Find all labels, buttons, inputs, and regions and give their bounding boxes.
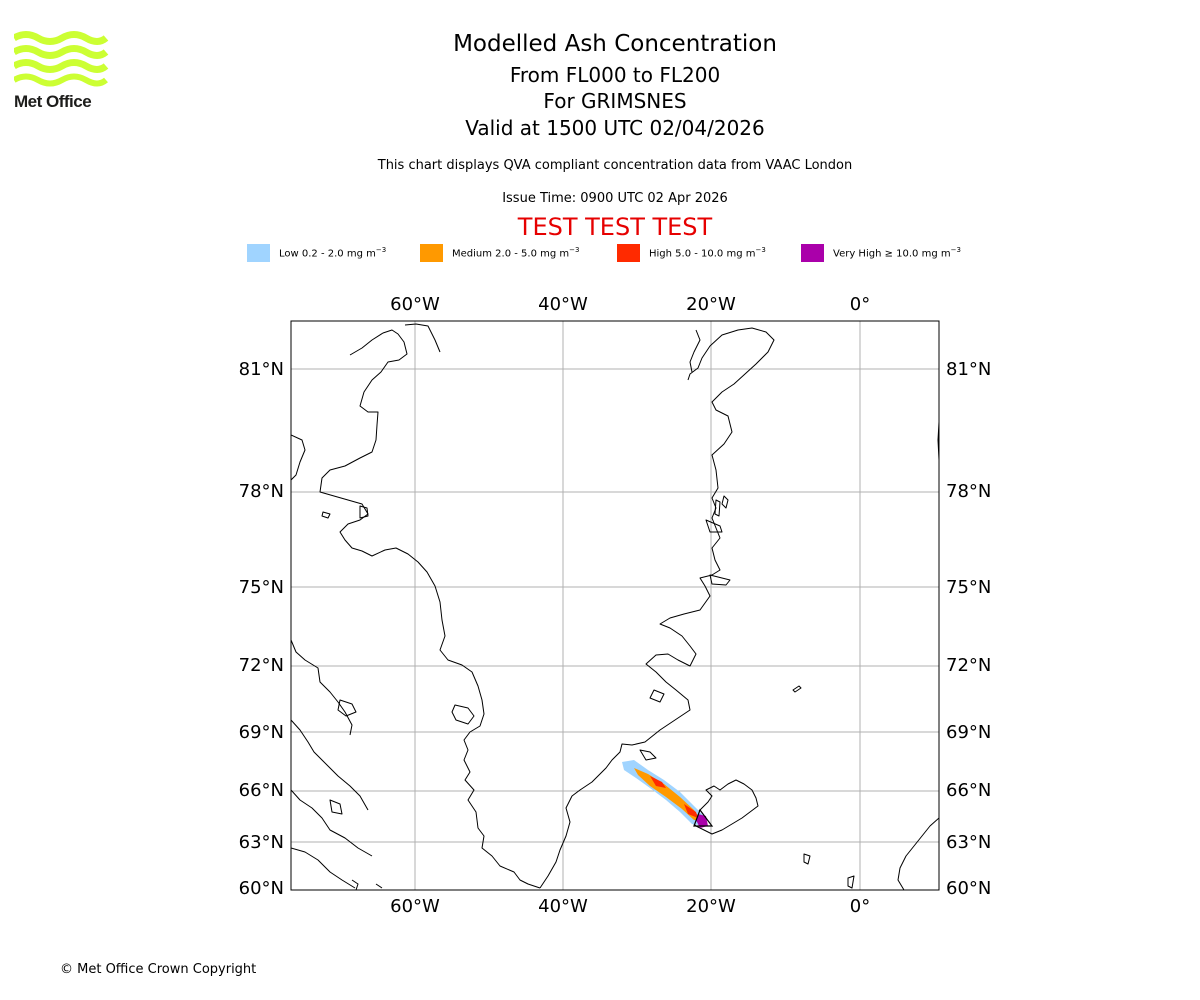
plume-medium: [634, 768, 701, 820]
lon-label-top-40w: 40°W: [538, 294, 588, 315]
lat-label-left-66n: 66°N: [239, 780, 284, 801]
greenland-island-2: [359, 505, 369, 519]
chart-subtitle: This chart displays QVA compliant concen…: [377, 158, 853, 173]
lat-label-left-69n: 69°N: [239, 722, 284, 743]
logo-text: Met Office: [14, 92, 92, 111]
jan-mayen-coast: [792, 685, 802, 693]
issue-time: Issue Time: 0900 UTC 02 Apr 2026: [502, 191, 728, 206]
lat-label-right-63n: 63°N: [946, 832, 991, 853]
legend-item-very-high: Very High ≥ 10.0 mg m−3: [801, 244, 961, 262]
graticule: [291, 321, 939, 890]
legend-label-very-high: Very High ≥ 10.0 mg m−3: [833, 246, 961, 260]
greenland-island-5: [721, 495, 729, 509]
lon-label-bottom-0: 0°: [850, 896, 870, 917]
lon-label-bottom-20w: 20°W: [686, 896, 736, 917]
lon-label-top-0: 0°: [850, 294, 870, 315]
met-office-logo: Met Office: [12, 30, 109, 112]
lat-label-left-63n: 63°N: [239, 832, 284, 853]
legend-swatch-medium: [420, 244, 443, 262]
greenland-island-8: [639, 749, 657, 761]
lat-label-right-72n: 72°N: [946, 655, 991, 676]
canada-island-3: [351, 879, 359, 890]
volcano-name: For GRIMSNES: [543, 89, 687, 113]
lon-label-bottom-40w: 40°W: [538, 896, 588, 917]
faroe-islands-coast: [803, 853, 811, 865]
lat-label-right-60n: 60°N: [946, 878, 991, 899]
greenland-nw-inlet: [404, 323, 441, 353]
canada-coast-5: [291, 847, 356, 889]
canada-coast-3: [291, 719, 369, 811]
plume-high-2: [684, 804, 698, 818]
coastlines: [291, 323, 939, 890]
lat-label-right-81n: 81°N: [946, 359, 991, 380]
valid-time: Valid at 1500 UTC 02/04/2026: [465, 116, 765, 140]
lat-label-right-69n: 69°N: [946, 722, 991, 743]
greenland-island-4: [714, 499, 721, 517]
legend-item-medium: Medium 2.0 - 5.0 mg m−3: [420, 244, 579, 262]
lon-label-top-20w: 20°W: [686, 294, 736, 315]
lat-label-left-72n: 72°N: [239, 655, 284, 676]
legend-item-high: High 5.0 - 10.0 mg m−3: [617, 244, 766, 262]
axis-labels: 60°W 40°W 20°W 0° 60°W 40°W 20°W 0° 81°N…: [239, 294, 992, 917]
norway-coast: [897, 817, 939, 890]
greenland-island-3: [321, 511, 331, 519]
legend-label-medium: Medium 2.0 - 5.0 mg m−3: [452, 246, 580, 260]
canada-island-1: [337, 699, 357, 717]
greenland-island-6: [705, 519, 723, 533]
greenland-island-1: [451, 704, 475, 725]
lat-label-left-75n: 75°N: [239, 577, 284, 598]
greenland-ne-fjord: [689, 329, 701, 373]
test-banner: TEST TEST TEST: [517, 213, 713, 241]
copyright-notice: © Met Office Crown Copyright: [60, 962, 257, 977]
canada-island-2: [329, 799, 343, 815]
canada-coast-2: [291, 639, 353, 736]
lat-label-left-60n: 60°N: [239, 878, 284, 899]
lon-label-top-60w: 60°W: [390, 294, 440, 315]
legend-swatch-very-high: [801, 244, 824, 262]
lat-label-right-66n: 66°N: [946, 780, 991, 801]
greenland-east-coast: [539, 327, 775, 889]
ash-plume: [622, 760, 714, 828]
iceland-coast: [689, 779, 759, 835]
canada-coast-1: [291, 434, 306, 481]
canada-coast-4: [291, 789, 373, 857]
lat-label-right-78n: 78°N: [946, 481, 991, 502]
map-content: [291, 321, 939, 890]
greenland-island-7: [709, 574, 731, 586]
legend-label-high: High 5.0 - 10.0 mg m−3: [649, 246, 766, 260]
lat-label-left-78n: 78°N: [239, 481, 284, 502]
wave-logo-icon: [12, 31, 109, 87]
lat-label-right-75n: 75°N: [946, 577, 991, 598]
canada-island-4: [375, 883, 383, 889]
vent-marker: [693, 808, 714, 827]
flight-level-range: From FL000 to FL200: [509, 63, 721, 87]
legend-label-low: Low 0.2 - 2.0 mg m−3: [279, 246, 387, 260]
lon-label-bottom-60w: 60°W: [390, 896, 440, 917]
map-frame: [290, 320, 940, 891]
legend-item-low: Low 0.2 - 2.0 mg m−3: [247, 244, 386, 262]
lat-label-left-81n: 81°N: [239, 359, 284, 380]
legend-swatch-high: [617, 244, 640, 262]
shetland-coast: [847, 875, 855, 889]
greenland-west-coast: [319, 329, 541, 889]
legend-swatch-low: [247, 244, 270, 262]
greenland-island-9: [649, 689, 665, 703]
plume-high: [650, 776, 666, 788]
chart-title: Modelled Ash Concentration: [453, 31, 777, 57]
